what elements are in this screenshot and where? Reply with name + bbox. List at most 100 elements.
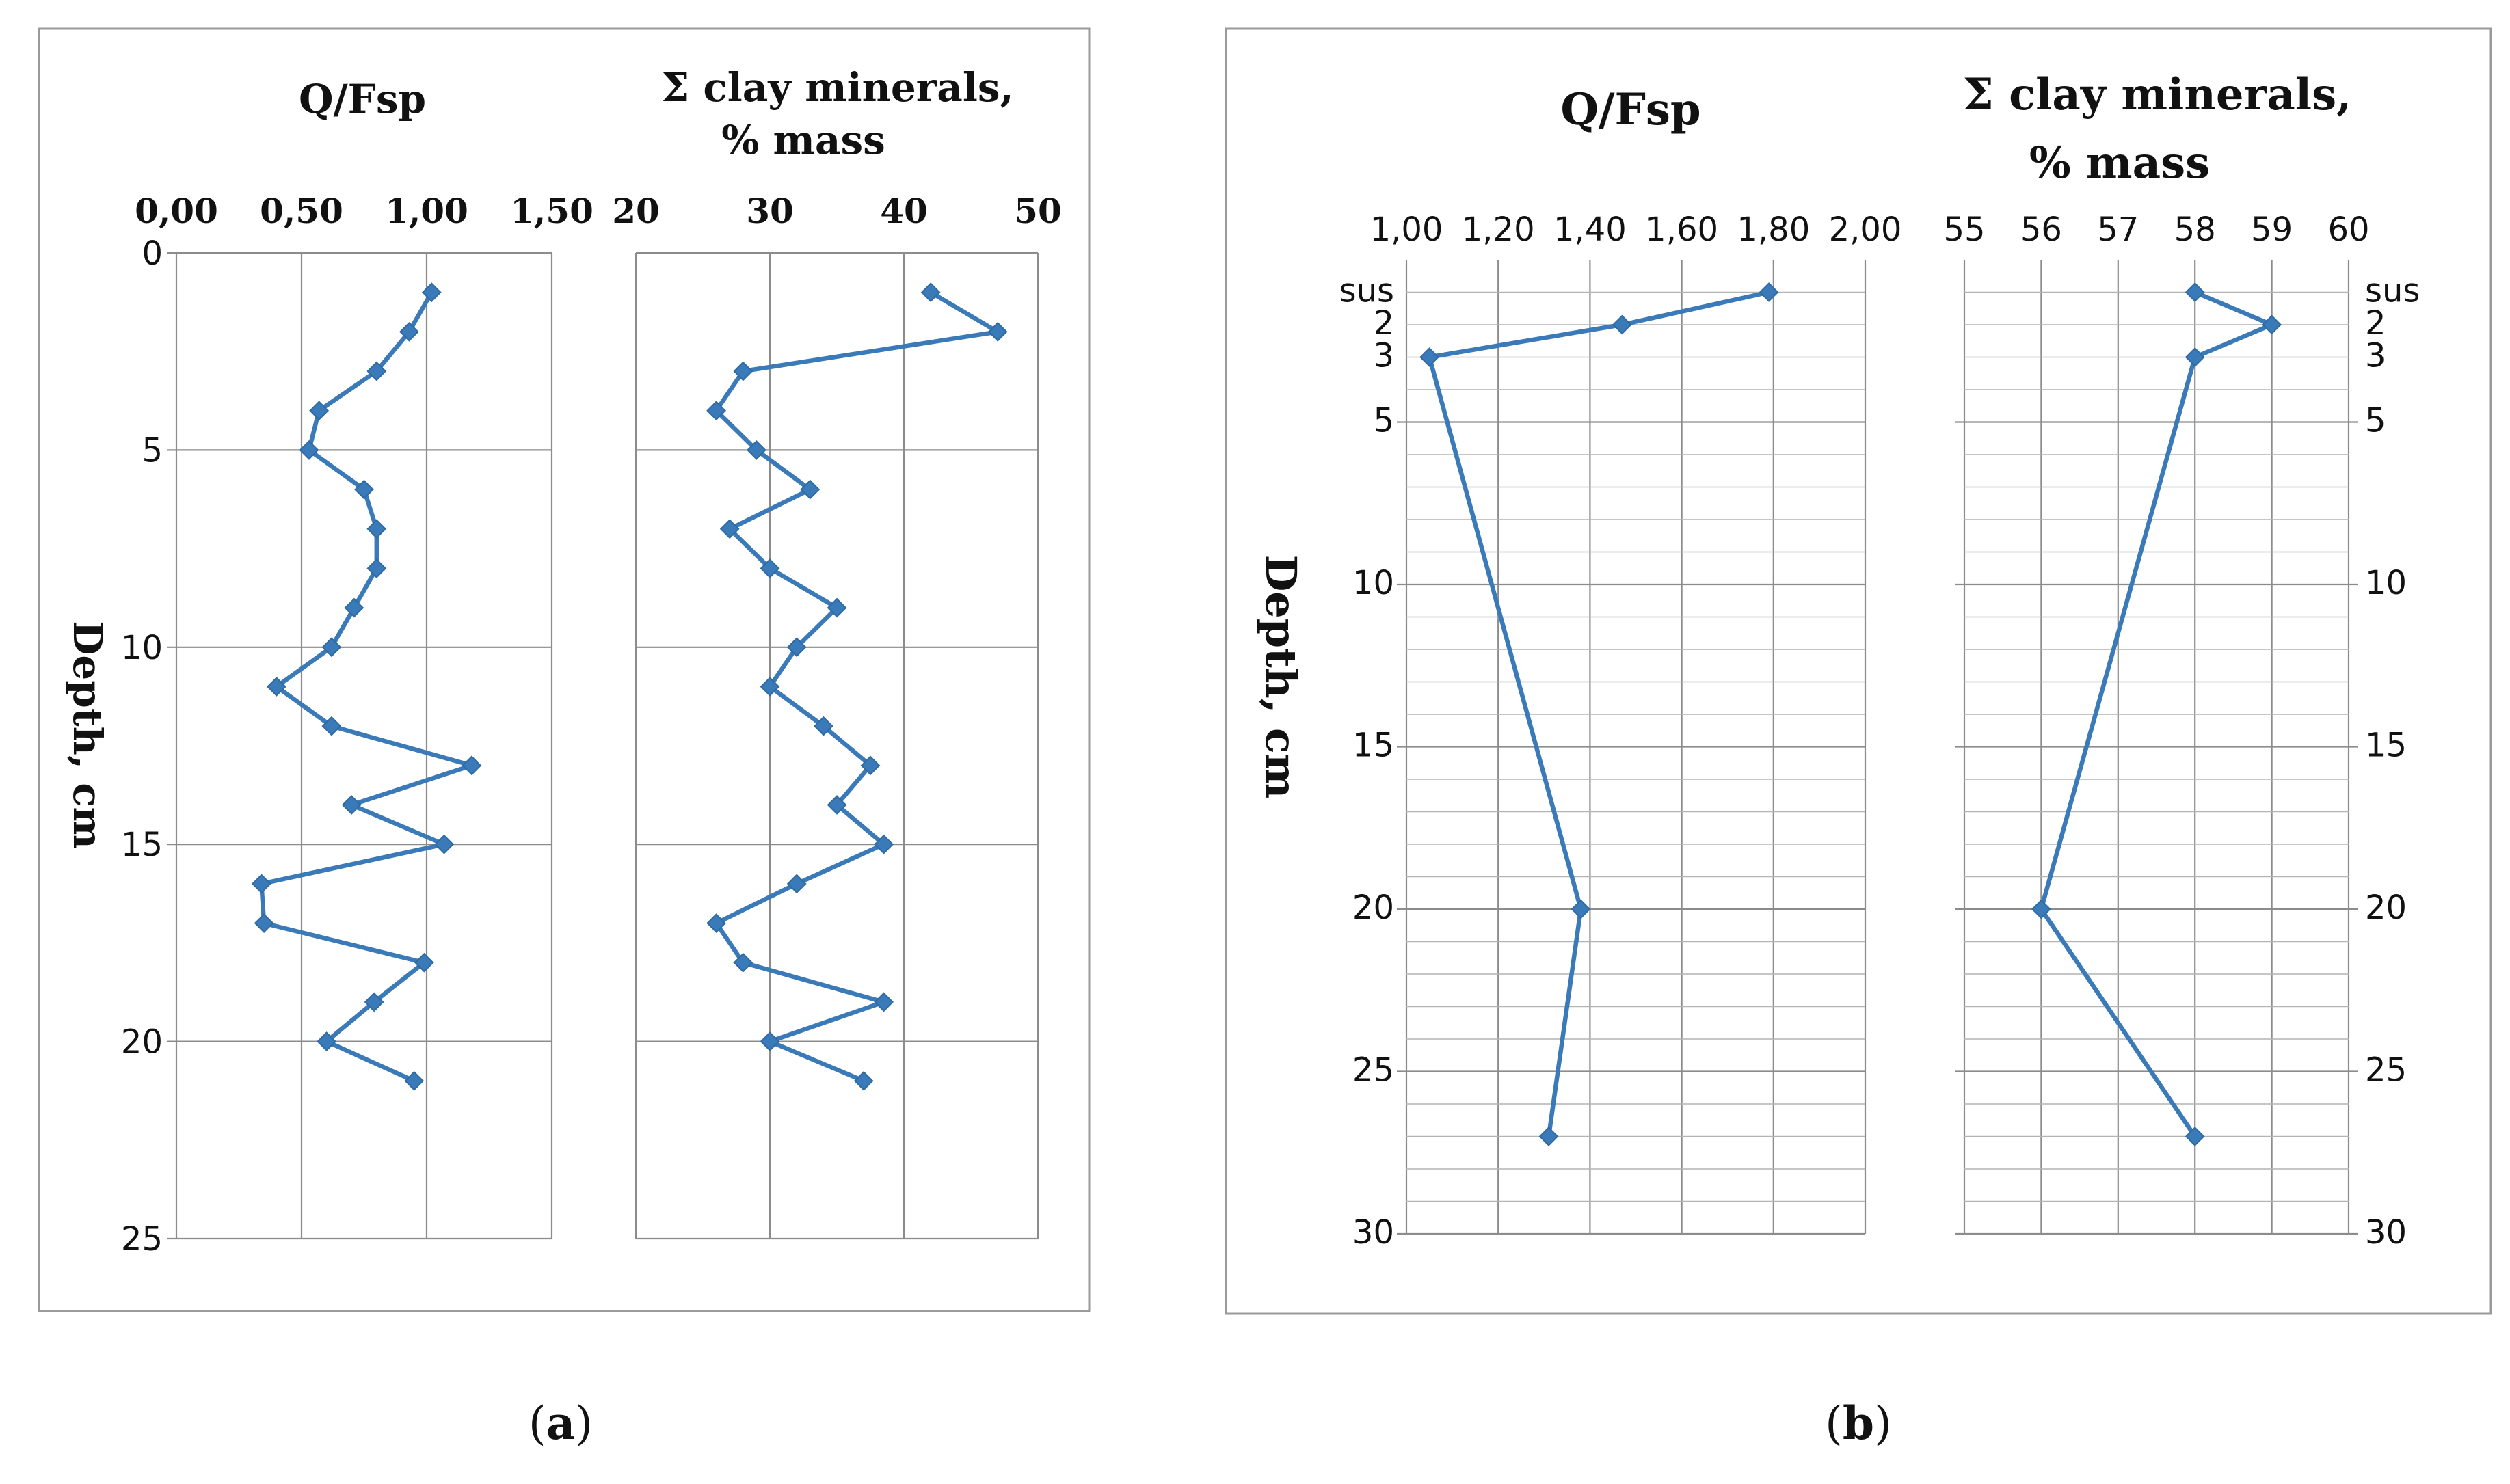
a2-title-line2: % mass [721,117,885,163]
a2-point [874,992,894,1012]
a1-y-tick-label: 15 [121,826,163,864]
a1-point [366,519,387,539]
a1-point [414,952,434,973]
a2-x-tick-label: 20 [612,191,660,231]
a1-point [344,597,364,618]
a1-point [462,755,482,776]
a2-x-tick-label: 50 [1014,191,1062,231]
a1-point [404,1070,425,1091]
b2-y-tick-label: 10 [2365,564,2407,602]
b2-y-tick-label: 2 [2365,304,2386,342]
a1-x-tick-label: 0,00 [135,191,218,231]
a2-point [760,1031,780,1052]
a1-x-tick-label: 1,50 [510,191,593,231]
a1-y-tick-label: 20 [121,1023,163,1062]
b1-x-tick-label: 1,60 [1645,211,1718,249]
b2-point [2185,347,2205,367]
a2-point [920,282,941,303]
a2-x-tick-label: 40 [880,191,928,231]
a2-x-tick-label: 30 [746,191,794,231]
a1-title: Q/Fsp [299,76,426,122]
a2-point [987,321,1008,342]
b2-x-tick-label: 55 [1943,211,1985,249]
chart-a-qfsp: 0,00 0,50 1,00 1,50 0 5 10 15 20 25 [121,191,593,1258]
b-ylabel: Depth, cm [1256,555,1306,799]
b1-x-tick-label: 1,00 [1370,211,1443,249]
b1-x-tick-label: 2,00 [1829,211,1902,249]
a2-point [706,913,727,933]
b1-y-tick-label: 3 [1373,337,1394,375]
b1-y-tick-label: 2 [1373,304,1394,342]
a2-point [827,597,847,618]
b2-x-tick-label: 56 [2020,211,2062,249]
a2-point [706,401,727,421]
a1-point [252,874,271,894]
a2-point [786,637,807,658]
a1-point [266,677,286,697]
b2-point [2185,282,2205,302]
a1-y-tick-label: 25 [121,1220,163,1258]
a1-point [366,361,387,381]
panel-b-frame [1225,27,2492,1315]
a1-series-line [259,291,475,1083]
a2-point [800,479,820,500]
a1-point [434,834,455,854]
a2-point [853,1070,874,1091]
b2-point [2185,1127,2205,1146]
b2-y-tick-label: sus [2365,272,2420,310]
b1-y-tick-label: 15 [1352,727,1394,765]
b2-point [2031,899,2051,919]
a1-x-tick-label: 0,50 [260,191,343,231]
b2-y-tick-label: 20 [2365,889,2407,927]
b1-title: Q/Fsp [1560,84,1700,135]
b2-x-tick-label: 59 [2251,211,2293,249]
b1-point [1759,282,1779,302]
b2-y-tick-label: 3 [2365,337,2386,375]
a-ylabel: Depth, cm [64,621,111,849]
b1-y-tick-label: 30 [1352,1213,1394,1252]
b1-x-tick-label: 1,80 [1737,211,1810,249]
a2-point [760,677,780,697]
b2-x-tick-label: 58 [2174,211,2216,249]
a2-point [746,440,766,460]
a2-point [733,952,753,973]
a2-point [719,519,740,539]
b2-y-tick-label: 15 [2365,727,2407,765]
b2-x-tick-label: 60 [2327,211,2369,249]
b2-y-tick-label: 5 [2365,402,2386,440]
b1-y-tick-label: sus [1339,272,1394,310]
a1-point [341,795,362,815]
b2-point [2262,314,2282,335]
chart-a-clay: 20 30 40 50 [612,191,1062,1240]
a1-point [354,479,374,500]
b1-y-tick-label: 20 [1352,889,1394,927]
b1-y-tick-label: 25 [1352,1051,1394,1090]
b2-y-tick-label: 30 [2365,1213,2407,1252]
b1-x-tick-label: 1,20 [1462,211,1535,249]
a1-point [309,401,330,421]
a2-point [874,834,894,854]
a1-x-tick-label: 1,00 [385,191,468,231]
a1-point [254,913,274,933]
a1-point [421,282,442,303]
a2-point [760,558,780,578]
a2-point [733,361,753,381]
a1-point [321,716,342,736]
b1-point [1571,899,1591,919]
b1-point [1419,347,1439,367]
b1-y-tick-label: 10 [1352,564,1394,602]
a1-point [321,637,342,658]
a2-point [860,755,881,776]
a1-y-tick-label: 5 [142,431,163,470]
b2-title-line2: % mass [2029,137,2210,189]
a2-point [813,716,833,736]
a2-title-line1: Σ clay minerals, [661,64,1014,111]
a1-point [366,558,387,578]
b1-point [1612,314,1632,335]
caption-a: (a) [529,1397,593,1450]
a1-y-tick-label: 10 [121,629,163,667]
a2-point [827,795,847,815]
b2-y-tick-label: 25 [2365,1051,2407,1090]
